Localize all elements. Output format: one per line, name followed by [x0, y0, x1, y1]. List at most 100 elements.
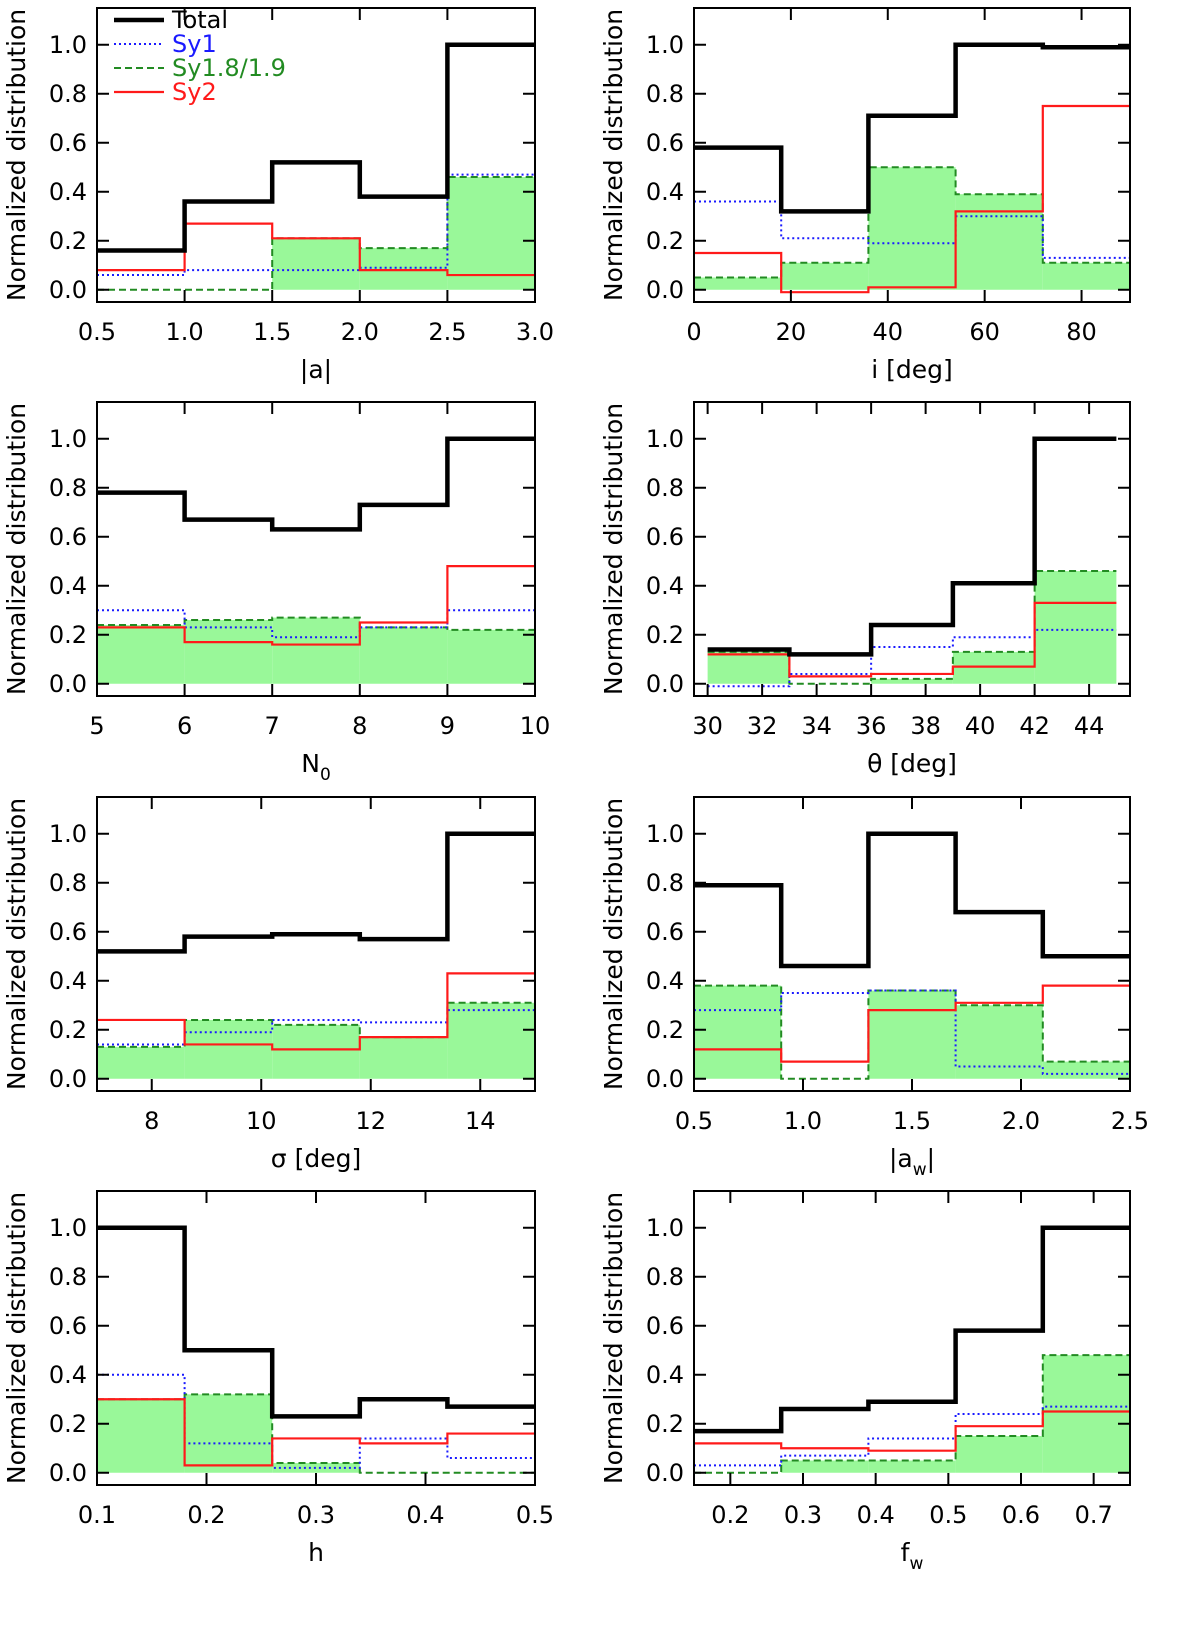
x-tick-label: 2.5 [428, 318, 466, 346]
legend-label-sy2: Sy2 [172, 78, 217, 106]
x-axis-title: |a| [300, 355, 332, 384]
legend-label-sy1: Sy1 [172, 30, 217, 58]
fill-bar-sy18-bin-1 [97, 1399, 185, 1473]
y-tick-label: 0.0 [646, 1459, 684, 1487]
x-tick-label: 10 [520, 712, 551, 740]
series-sy1-line [694, 989, 1130, 1075]
series-sy1-8-1-9-line [694, 1354, 1130, 1474]
fill-bar-sy18-bin-3 [871, 678, 953, 684]
x-tick-label: 30 [692, 712, 723, 740]
y-axis-title: Normalized distribution [599, 798, 628, 1090]
series-sy2-line [694, 104, 1130, 294]
x-tick-label: 9 [440, 712, 455, 740]
x-tick-label: 3.0 [516, 318, 554, 346]
x-tick-label: 32 [747, 712, 778, 740]
plot-area [694, 1225, 1130, 1474]
x-tick-label: 6 [177, 712, 192, 740]
x-tick-label: 5 [89, 712, 104, 740]
series-total-line [707, 436, 1117, 657]
y-tick-label: 0.0 [646, 670, 684, 698]
fill-bar-sy18-bin-3 [272, 617, 360, 684]
fill-bar-sy18-bin-2 [781, 1460, 869, 1473]
x-tick-label: 0.6 [1002, 1501, 1040, 1529]
y-tick-label: 1.0 [49, 425, 87, 453]
x-tick-label: 0.3 [297, 1501, 335, 1529]
y-tick-label: 0.4 [646, 1361, 684, 1389]
plot-frame [96, 401, 536, 697]
y-tick-label: 0.0 [49, 670, 87, 698]
x-axis-title: θ [deg] [867, 749, 957, 778]
x-tick-label: 2.0 [341, 318, 379, 346]
y-tick-label: 0.0 [646, 276, 684, 304]
plot-area [694, 42, 1130, 294]
y-tick-label: 0.8 [646, 1263, 684, 1291]
fill-bar-sy18-bin-3 [272, 238, 360, 290]
fill-bar-sy18-bin-1 [694, 985, 782, 1079]
plot-area [707, 436, 1117, 688]
y-tick-label: 0.2 [646, 621, 684, 649]
x-tick-label: 60 [969, 318, 1000, 346]
series-sy2-line [97, 972, 535, 1051]
y-tick-label: 0.8 [49, 474, 87, 502]
y-tick-label: 1.0 [646, 820, 684, 848]
y-tick-label: 0.4 [646, 178, 684, 206]
series-total-line [97, 42, 535, 253]
x-tick-label: 0.5 [675, 1107, 713, 1135]
plot-frame [96, 7, 536, 303]
panel-5: 8 10 12 14 0.0 0.2 0.4 0.6 0.8 1.0 Normalized dist… [2, 796, 536, 1173]
x-tick-label: 0.7 [1075, 1501, 1113, 1529]
y-tick-label: 1.0 [49, 31, 87, 59]
fill-bar-sy18-bin-3 [868, 167, 956, 290]
y-tick-label: 0.2 [646, 227, 684, 255]
x-tick-label: 10 [246, 1107, 277, 1135]
y-tick-label: 1.0 [49, 820, 87, 848]
x-tick-label: 2.5 [1111, 1107, 1149, 1135]
fill-bar-sy18-bin-5 [1042, 262, 1130, 290]
x-tick-label: 0.2 [711, 1501, 749, 1529]
x-tick-label: 0.4 [857, 1501, 895, 1529]
series-total-line [97, 1225, 535, 1419]
y-tick-label: 0.8 [646, 474, 684, 502]
y-tick-label: 0.4 [49, 572, 87, 600]
panel-7: 0.1 0.2 0.3 0.4 0.5 0.0 0.2 0.4 0.6 0.8 1.0 Normali… [2, 1190, 554, 1567]
x-tick-label: 0.3 [784, 1501, 822, 1529]
x-tick-label: 7 [265, 712, 280, 740]
y-tick-label: 0.8 [646, 80, 684, 108]
y-tick-label: 0.2 [49, 227, 87, 255]
fill-bar-sy18-bin-5 [1042, 1061, 1130, 1079]
y-tick-label: 0.8 [49, 869, 87, 897]
x-tick-label: 80 [1066, 318, 1097, 346]
fill-bar-sy18-bin-4 [359, 1037, 448, 1079]
panel-3: 5 6 7 8 9 10 0.0 0.2 0.4 0.6 0.8 1.0 Normalized dist… [2, 401, 551, 785]
legend-label-sy18: Sy1.8/1.9 [172, 54, 286, 82]
y-tick-label: 0.6 [49, 1312, 87, 1340]
plot-area [97, 831, 535, 1079]
x-tick-label: 0.5 [929, 1501, 967, 1529]
x-tick-label: 1.0 [784, 1107, 822, 1135]
x-tick-label: 8 [352, 712, 367, 740]
plot-area [97, 436, 535, 684]
x-tick-label: 14 [465, 1107, 496, 1135]
x-tick-label: 0.5 [516, 1501, 554, 1529]
y-tick-label: 0.6 [646, 918, 684, 946]
series-total-line [694, 831, 1130, 969]
fill-bar-sy18-bin-5 [1042, 1355, 1130, 1473]
fill-bar-sy18-bin-5 [1034, 571, 1117, 684]
y-tick-label: 0.6 [49, 523, 87, 551]
y-tick-label: 0.6 [49, 918, 87, 946]
y-tick-label: 0.6 [646, 129, 684, 157]
y-tick-label: 0.2 [49, 1410, 87, 1438]
x-tick-label: 20 [776, 318, 807, 346]
series-total-line [97, 831, 535, 954]
x-tick-label: 36 [856, 712, 887, 740]
x-tick-label: 8 [144, 1107, 159, 1135]
y-tick-label: 1.0 [646, 31, 684, 59]
fill-bar-sy18-bin-3 [272, 1462, 360, 1473]
y-tick-label: 0.4 [49, 967, 87, 995]
y-tick-label: 1.0 [49, 1214, 87, 1242]
y-tick-label: 0.8 [646, 869, 684, 897]
y-tick-label: 0.4 [646, 967, 684, 995]
x-tick-label: 38 [910, 712, 941, 740]
